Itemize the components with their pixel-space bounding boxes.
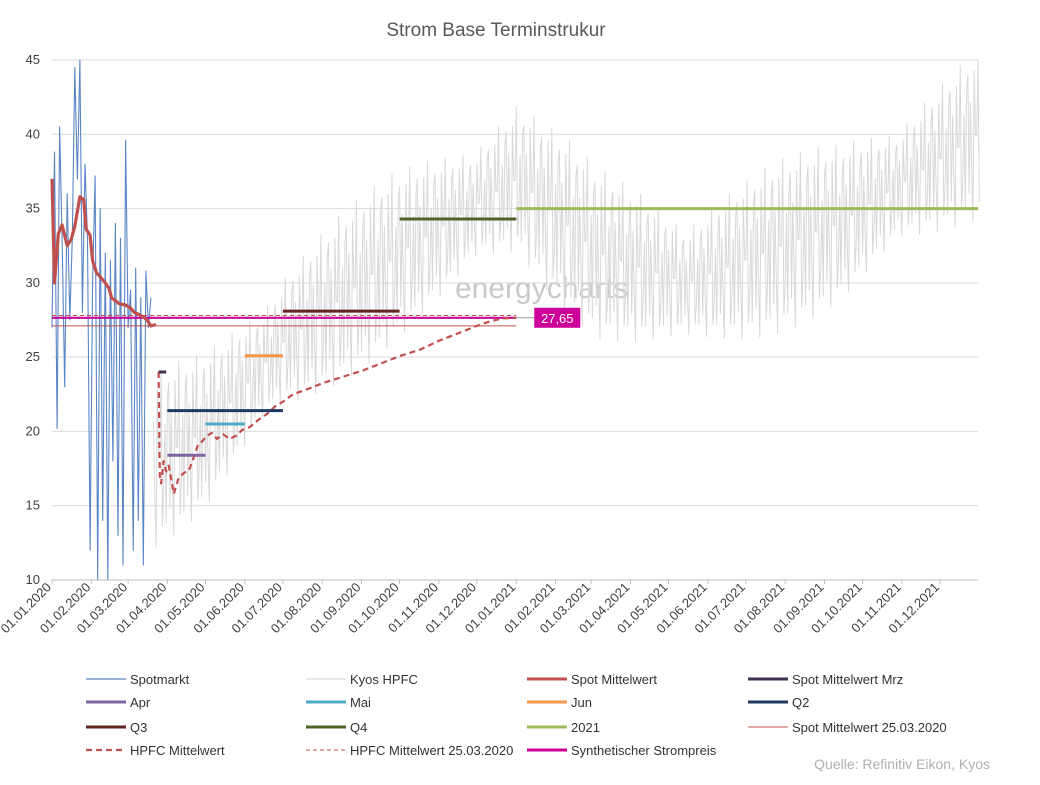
legend-item: Spot Mittelwert 25.03.2020 [748,720,947,735]
legend: Spotmarkt Kyos HPFC Spot Mittelwert Spot Mi… [86,672,947,758]
legend-item: HPFC Mittelwert 25.03.2020 [306,743,513,758]
chart-title: Strom Base Terminstrukur [386,20,606,41]
y-tick-label: 10 [26,572,40,587]
legend-label: Jun [571,695,592,710]
legend-item: Jun [527,695,592,710]
legend-item: Spot Mittelwert [527,672,657,687]
legend-item: Synthetischer Strompreis [527,743,717,758]
legend-label: Spot Mittelwert [571,672,657,687]
legend-label: Spotmarkt [130,672,190,687]
legend-label: Synthetischer Strompreis [571,743,717,758]
y-tick-label: 20 [26,423,40,438]
legend-label: Spot Mittelwert Mrz [792,672,903,687]
legend-label: Q4 [350,720,367,735]
legend-item: Kyos HPFC [306,672,418,687]
y-tick-label: 15 [26,498,40,513]
legend-label: 2021 [571,720,600,735]
legend-item: Apr [86,695,151,710]
legend-label: HPFC Mittelwert 25.03.2020 [350,743,513,758]
series-layer [50,59,980,581]
series-spot-mittelwert [50,178,157,328]
watermark-text: energycharts [455,272,628,305]
legend-item: Q3 [86,720,147,735]
legend-label: Q3 [130,720,147,735]
legend-label: Q2 [792,695,809,710]
legend-item: Mai [306,695,371,710]
y-tick-label: 45 [26,52,40,67]
legend-item: HPFC Mittelwert [86,743,225,758]
y-tick-label: 25 [26,349,40,364]
series-spotmarkt [51,59,152,581]
x-axis: 01.01.202001.02.202001.03.202001.04.2020… [0,579,978,636]
y-tick-label: 35 [26,201,40,216]
y-tick-label: 40 [26,126,40,141]
y-tick-label: 30 [26,275,40,290]
series-hpfc-mittelwert [157,316,517,495]
legend-item: Q4 [306,720,367,735]
legend-label: Kyos HPFC [350,672,418,687]
legend-label: Mai [350,695,371,710]
annotation-layer: 27,65 [516,307,581,328]
legend-label: Spot Mittelwert 25.03.2020 [792,720,947,735]
y-axis: 10 15 20 25 30 35 40 45 [26,52,40,587]
series-kyos-hpfc [153,59,980,548]
annotation-box [534,307,581,328]
legend-item: Q2 [748,695,809,710]
source-note: Quelle: Refinitiv Eikon, Kyos [814,756,990,772]
legend-label: HPFC Mittelwert [130,743,225,758]
legend-item: Spot Mittelwert Mrz [748,672,903,687]
legend-item: Spotmarkt [86,672,190,687]
annotation-label: 27,65 [541,311,574,326]
legend-label: Apr [130,695,151,710]
legend-item: 2021 [527,720,600,735]
